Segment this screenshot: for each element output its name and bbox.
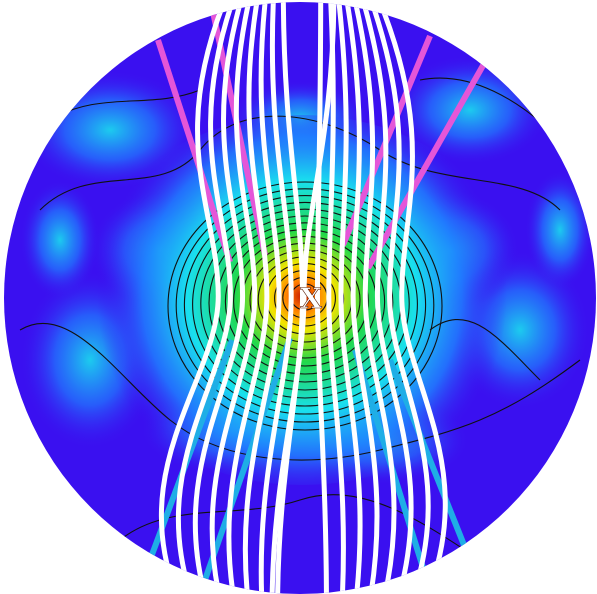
- field-line: [342, 2, 380, 594]
- contour-line: [167, 181, 443, 431]
- contour-line: [200, 208, 410, 399]
- contour-line: [119, 494, 481, 561]
- field-line: [226, 2, 270, 594]
- contour-line: [192, 201, 418, 407]
- field-line: [365, 2, 431, 594]
- contour-line: [19, 322, 581, 461]
- field-line: [326, 2, 346, 594]
- inflow-track: [365, 60, 488, 270]
- field-line: [372, 2, 448, 594]
- field-line: [357, 2, 414, 594]
- field-line: [175, 2, 239, 594]
- field-line: [209, 2, 258, 594]
- field-patch: [525, 170, 595, 290]
- contour-line: [39, 115, 561, 211]
- field-lines: [158, 2, 448, 594]
- field-line: [350, 2, 397, 594]
- field-line: [242, 2, 282, 594]
- field-line: [192, 2, 247, 594]
- field-line: [158, 2, 232, 594]
- outflow-track: [387, 358, 473, 562]
- field-line: [335, 2, 363, 594]
- contour-line: [224, 229, 386, 375]
- contour-line: [175, 188, 435, 423]
- x-marker-icon: X: [300, 282, 322, 315]
- field-line: [269, 2, 337, 594]
- inflow-track: [155, 39, 233, 263]
- field-line: [314, 2, 329, 594]
- contour-line: [183, 195, 427, 415]
- contour-line: [429, 319, 541, 381]
- field-line: [258, 2, 294, 594]
